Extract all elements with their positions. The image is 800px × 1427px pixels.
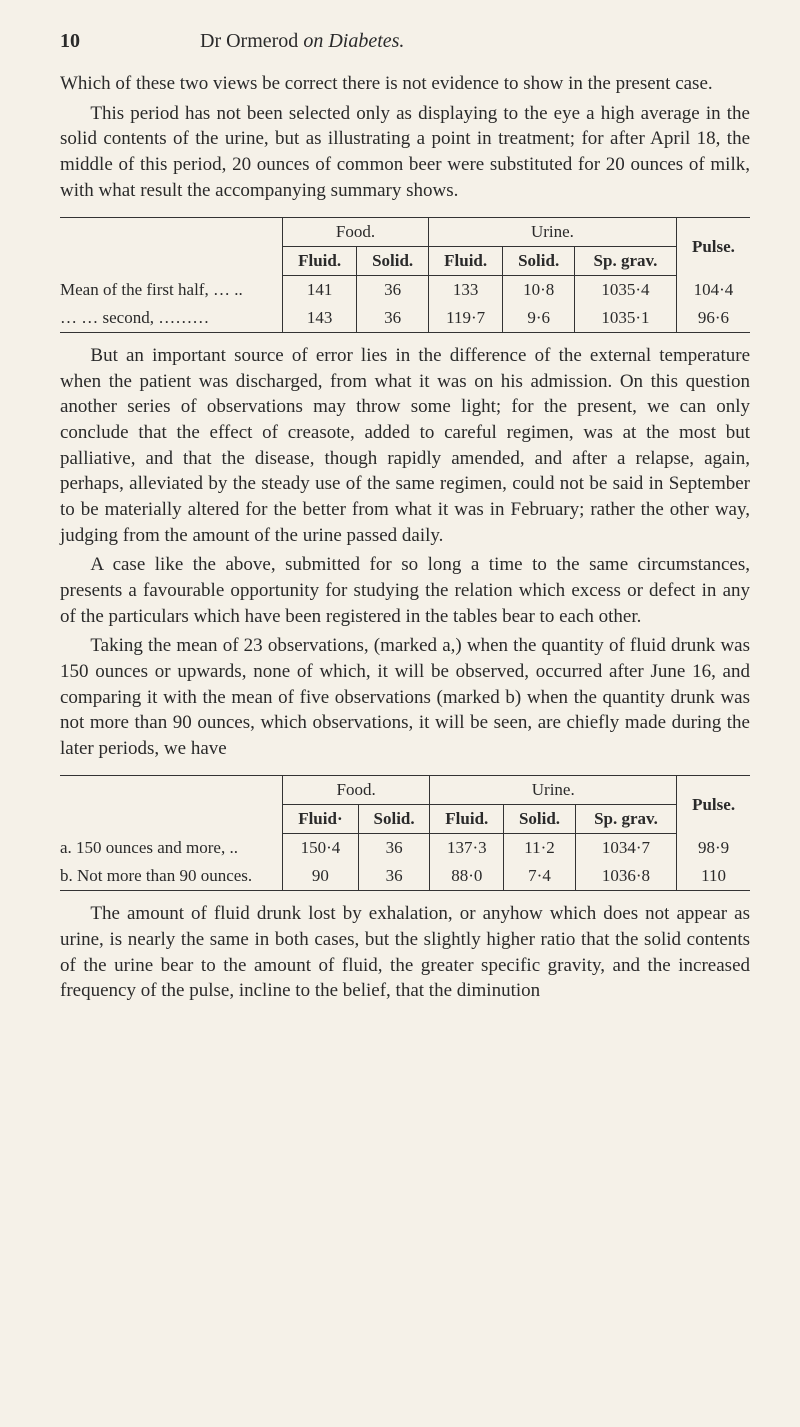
cell: 10·8 <box>503 276 575 305</box>
cell: 137·3 <box>430 834 504 863</box>
col-group-urine: Urine. <box>430 776 677 805</box>
cell: 1034·7 <box>575 834 676 863</box>
col-fluid: Fluid. <box>283 247 357 276</box>
col-solid: Solid. <box>357 247 429 276</box>
col-pulse: Pulse. <box>677 776 750 834</box>
cell: 150·4 <box>283 834 359 863</box>
header-subject: Diabetes. <box>328 30 404 52</box>
paragraph: Which of these two views be correct ther… <box>60 71 750 97</box>
paragraph: But an important source of error lies in… <box>60 343 750 548</box>
header-author: Dr Ormerod <box>200 30 298 52</box>
cell: 36 <box>357 304 429 333</box>
col-fluid: Fluid. <box>430 805 504 834</box>
row-label: … … second, ……… <box>60 304 283 333</box>
col-solid: Solid. <box>358 805 429 834</box>
row-label: b. Not more than 90 ounces. <box>60 862 283 891</box>
table-row: … … second, ……… 143 36 119·7 9·6 1035·1 … <box>60 304 750 333</box>
col-spgrav: Sp. grav. <box>575 247 677 276</box>
table-row: Mean of the first half, … .. 141 36 133 … <box>60 276 750 305</box>
cell: 1036·8 <box>575 862 676 891</box>
col-spgrav: Sp. grav. <box>575 805 676 834</box>
running-title: Dr Ormerod on Diabetes. <box>200 30 404 53</box>
row-label: a. 150 ounces and more, .. <box>60 834 283 863</box>
table-row: b. Not more than 90 ounces. 90 36 88·0 7… <box>60 862 750 891</box>
paragraph: This period has not been selected only a… <box>60 101 750 204</box>
col-solid: Solid. <box>503 247 575 276</box>
cell: 119·7 <box>429 304 503 333</box>
cell: 36 <box>358 862 429 891</box>
cell: 90 <box>283 862 359 891</box>
table-row: a. 150 ounces and more, .. 150·4 36 137·… <box>60 834 750 863</box>
cell: 1035·1 <box>575 304 677 333</box>
cell: 7·4 <box>504 862 575 891</box>
cell: 11·2 <box>504 834 575 863</box>
col-fluid: Fluid· <box>283 805 359 834</box>
summary-table-2: Food. Urine. Pulse. Fluid· Solid. Fluid.… <box>60 775 750 891</box>
cell: 96·6 <box>676 304 750 333</box>
cell: 110 <box>677 862 750 891</box>
header-on: on <box>303 30 323 52</box>
summary-table-1: Food. Urine. Pulse. Fluid. Solid. Fluid.… <box>60 217 750 333</box>
paragraph: A case like the above, submitted for so … <box>60 552 750 629</box>
col-solid: Solid. <box>504 805 575 834</box>
col-group-urine: Urine. <box>429 218 677 247</box>
col-pulse: Pulse. <box>676 218 750 276</box>
cell: 36 <box>357 276 429 305</box>
col-group-food: Food. <box>283 218 429 247</box>
col-group-food: Food. <box>283 776 430 805</box>
table-stub <box>60 776 283 834</box>
cell: 133 <box>429 276 503 305</box>
page-header: 10 Dr Ormerod on Diabetes. <box>60 30 750 53</box>
cell: 98·9 <box>677 834 750 863</box>
cell: 141 <box>283 276 357 305</box>
col-fluid: Fluid. <box>429 247 503 276</box>
cell: 104·4 <box>676 276 750 305</box>
cell: 1035·4 <box>575 276 677 305</box>
cell: 143 <box>283 304 357 333</box>
cell: 88·0 <box>430 862 504 891</box>
cell: 36 <box>358 834 429 863</box>
row-label: Mean of the first half, … .. <box>60 276 283 305</box>
cell: 9·6 <box>503 304 575 333</box>
paragraph: The amount of fluid drunk lost by exhala… <box>60 901 750 1004</box>
page: 10 Dr Ormerod on Diabetes. Which of thes… <box>0 0 800 1048</box>
table-stub <box>60 218 283 276</box>
paragraph: Taking the mean of 23 observations, (mar… <box>60 633 750 761</box>
page-number: 10 <box>60 30 80 53</box>
